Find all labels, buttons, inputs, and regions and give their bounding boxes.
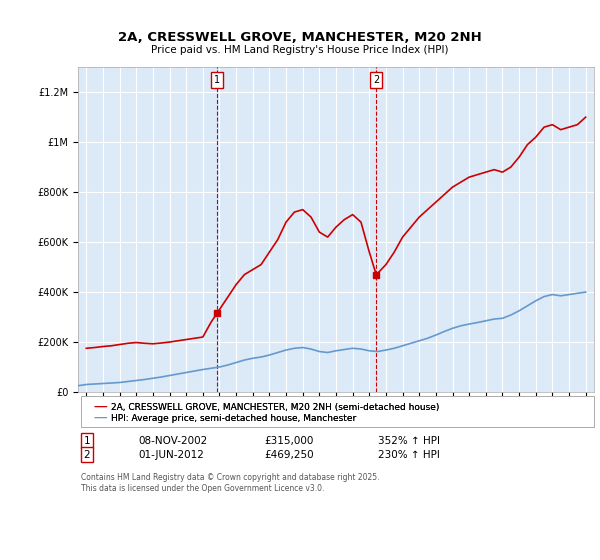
- Text: 1: 1: [83, 436, 91, 446]
- Text: 230% ↑ HPI: 230% ↑ HPI: [378, 450, 440, 460]
- Text: —: —: [93, 401, 107, 414]
- Text: 08-NOV-2002: 08-NOV-2002: [138, 436, 207, 446]
- Text: 2A, CRESSWELL GROVE, MANCHESTER, M20 2NH (semi-detached house): 2A, CRESSWELL GROVE, MANCHESTER, M20 2NH…: [111, 403, 439, 412]
- Text: 2: 2: [373, 74, 379, 85]
- Text: 2A, CRESSWELL GROVE, MANCHESTER, M20 2NH (semi-detached house): 2A, CRESSWELL GROVE, MANCHESTER, M20 2NH…: [111, 403, 439, 412]
- Text: £469,250: £469,250: [264, 450, 314, 460]
- Text: HPI: Average price, semi-detached house, Manchester: HPI: Average price, semi-detached house,…: [111, 414, 356, 423]
- Text: 352% ↑ HPI: 352% ↑ HPI: [378, 436, 440, 446]
- Text: £315,000: £315,000: [264, 436, 313, 446]
- Text: —: —: [93, 412, 107, 426]
- Text: 2A, CRESSWELL GROVE, MANCHESTER, M20 2NH: 2A, CRESSWELL GROVE, MANCHESTER, M20 2NH: [118, 31, 482, 44]
- Text: 01-JUN-2012: 01-JUN-2012: [138, 450, 204, 460]
- Text: —: —: [93, 412, 107, 426]
- Text: 2: 2: [83, 450, 91, 460]
- Text: —: —: [93, 401, 107, 414]
- Text: Price paid vs. HM Land Registry's House Price Index (HPI): Price paid vs. HM Land Registry's House …: [151, 45, 449, 55]
- Text: 1: 1: [214, 74, 220, 85]
- Text: Contains HM Land Registry data © Crown copyright and database right 2025.
This d: Contains HM Land Registry data © Crown c…: [81, 473, 380, 493]
- Text: HPI: Average price, semi-detached house, Manchester: HPI: Average price, semi-detached house,…: [111, 414, 356, 423]
